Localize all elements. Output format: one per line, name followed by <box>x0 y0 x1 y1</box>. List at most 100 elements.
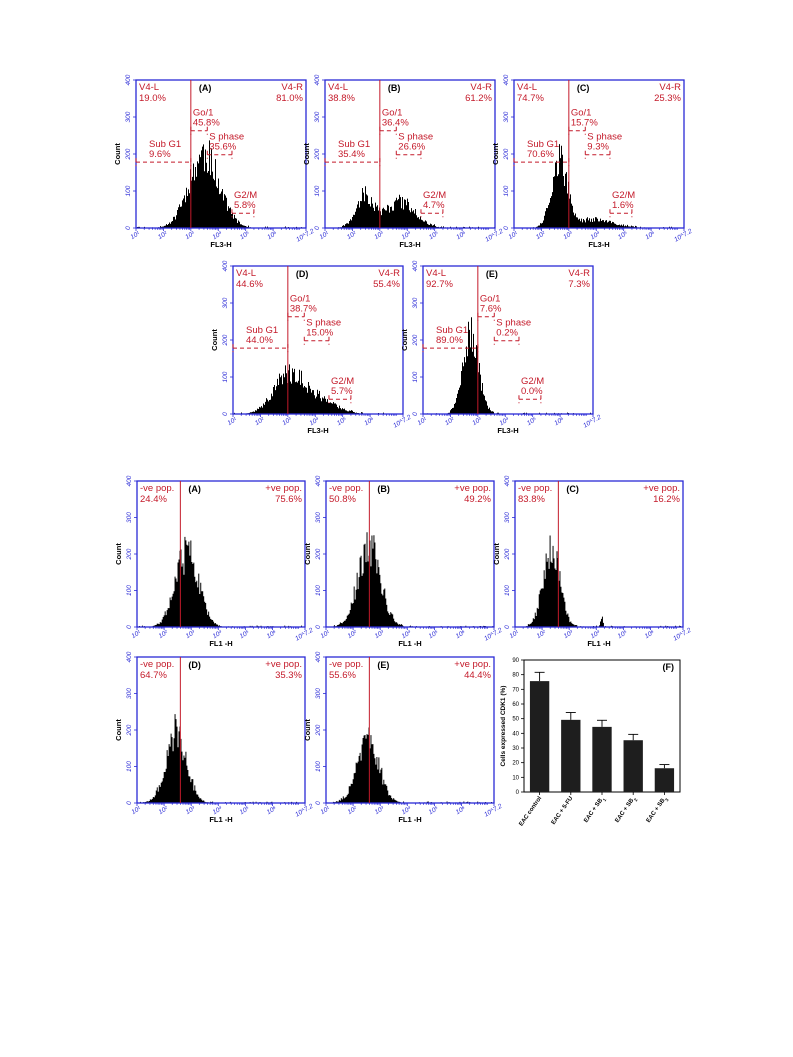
panel-label: (F) <box>663 662 675 672</box>
x-tick-label: 10¹ <box>130 629 142 640</box>
x-tick-label: 10⁴ <box>211 805 223 816</box>
gate-value: 9.6% <box>149 149 171 160</box>
y-tick-label: 30 <box>512 746 519 752</box>
x-tick-label: 10² <box>347 629 359 640</box>
right-region-label: +ve pop. <box>265 483 302 494</box>
gate-label: Go/1 <box>571 108 592 119</box>
panel-label: (E) <box>377 660 389 670</box>
y-axis-title: Count <box>113 143 122 165</box>
left-region-value: 64.7% <box>140 670 167 681</box>
right-region-value: 81.0% <box>276 93 303 104</box>
y-tick-label: 300 <box>315 512 322 523</box>
x-tick-label: 10² <box>254 416 266 427</box>
gate-go-1: Go/145.8% <box>190 108 220 135</box>
y-tick-label: 0 <box>504 625 511 629</box>
x-tick-label: 10³ <box>471 416 483 427</box>
right-region-value: 25.3% <box>654 93 681 104</box>
histogram-bars <box>330 532 494 627</box>
y-tick-label: 100 <box>126 585 133 596</box>
y-tick-label: 400 <box>314 74 321 85</box>
panel-label: (A) <box>199 83 212 93</box>
y-tick-label: 300 <box>503 111 510 122</box>
x-tick-label: 10¹ <box>416 416 428 427</box>
y-tick-label: 0 <box>126 625 133 629</box>
gate-value: 89.0% <box>436 335 463 346</box>
y-axis-title: Count <box>492 543 501 565</box>
x-tick-label: 10² <box>536 629 548 640</box>
x-tick-label: 10⁴ <box>400 629 412 640</box>
left-region-value: 44.6% <box>236 279 263 290</box>
x-tick-label: 10¹ <box>319 805 331 816</box>
gate-value: 0.0% <box>521 386 543 397</box>
y-tick-label: 300 <box>314 111 321 122</box>
gate-go-1: Go/138.7% <box>287 294 317 321</box>
x-tick-label: 10^7.2 <box>483 627 504 643</box>
gate-label: Go/1 <box>382 108 403 119</box>
x-tick-label: 10³ <box>374 629 386 640</box>
category-label-main: EAC + SB <box>583 797 604 824</box>
y-tick-label: 200 <box>504 548 511 560</box>
x-tick-label: 10^7.2 <box>483 803 504 819</box>
histogram-bars <box>139 714 298 803</box>
left-region-label: -ve pop. <box>140 483 174 494</box>
y-tick-label: 200 <box>315 548 322 560</box>
histogram-bars <box>138 536 303 627</box>
y-tick-label: 300 <box>126 688 133 699</box>
x-tick-label: 10¹ <box>508 629 520 640</box>
left-region-label: V4-L <box>139 82 159 93</box>
histogram-panel-cdk1-b: 0 100 200 300 400 10¹ 10² 10³ 10⁴ 10⁵ 10⁶ 10^7.2 FL1… <box>303 475 504 648</box>
category-label: EAC control <box>518 795 543 827</box>
x-tick-label: 10³ <box>281 416 293 427</box>
gate-g2-m: G2/M4.7% <box>420 190 446 218</box>
right-region-label: V4-R <box>659 82 681 93</box>
y-tick-label: 200 <box>315 724 322 736</box>
right-region-label: +ve pop. <box>643 483 680 494</box>
gate-value: 70.6% <box>527 149 554 160</box>
y-axis-title: Count <box>210 329 219 351</box>
y-tick-label: 0 <box>222 412 229 416</box>
right-region-value: 16.2% <box>653 494 680 505</box>
y-axis-title: Count <box>303 543 312 565</box>
bar-chart-panel: 0 10 20 30 40 50 60 70 80 90 Cells expressed CDK1 … <box>500 658 681 828</box>
x-tick-label: 10⁵ <box>617 629 629 640</box>
gate-value: 15.7% <box>571 118 598 129</box>
histogram-panel-cell-cycle-b: 0 100 200 300 400 10¹ 10² 10³ 10⁴ 10⁵ 10⁶ 10^7.2 FL3… <box>302 74 505 249</box>
panel-label: (A) <box>188 484 201 494</box>
y-tick-label: 400 <box>222 260 229 271</box>
gate-value: 5.7% <box>331 386 353 397</box>
right-region-value: 55.4% <box>373 279 400 290</box>
histogram-panel-cdk1-a: 0 100 200 300 400 10¹ 10² 10³ 10⁴ 10⁵ 10⁶ 10^7.2 FL1… <box>114 475 315 648</box>
x-tick-label: 10³ <box>184 230 196 241</box>
gate-value: 26.6% <box>398 142 425 153</box>
y-tick-label: 70 <box>512 687 519 693</box>
panel-label: (C) <box>577 83 590 93</box>
gate-label: Go/1 <box>290 294 311 305</box>
gate-value: 15.0% <box>306 328 333 339</box>
y-tick-label: 100 <box>412 371 419 382</box>
left-region-value: 19.0% <box>139 93 166 104</box>
category-label-subscript: 2 <box>633 797 639 802</box>
histogram-panel-cdk1-d: 0 100 200 300 400 10¹ 10² 10³ 10⁴ 10⁵ 10⁶ 10^7.2 FL1… <box>114 651 315 824</box>
x-tick-label: 10⁴ <box>589 230 601 241</box>
category-label-main: EAC + SB <box>646 797 667 824</box>
y-tick-label: 90 <box>512 658 519 664</box>
left-region-label: V4-L <box>517 82 537 93</box>
gate-value: 5.8% <box>234 200 256 211</box>
y-tick-label: 300 <box>315 688 322 699</box>
y-tick-label: 400 <box>315 651 322 662</box>
x-tick-label: 10¹ <box>226 416 238 427</box>
y-tick-label: 400 <box>504 475 511 486</box>
x-tick-label: 10⁴ <box>400 230 412 241</box>
histogram-panel-cdk1-e: 0 100 200 300 400 10¹ 10² 10³ 10⁴ 10⁵ 10⁶ 10^7.2 FL1… <box>303 651 504 824</box>
y-tick-label: 400 <box>503 74 510 85</box>
x-tick-label: 10⁵ <box>239 230 251 241</box>
category-label-main: EAC + SB <box>615 797 636 824</box>
x-tick-label: 10⁶ <box>266 629 278 640</box>
gate-go-1: Go/115.7% <box>568 108 598 135</box>
bar-2 <box>561 719 581 792</box>
category-label: EAC + SB1 <box>583 795 607 825</box>
y-tick-label: 40 <box>512 731 519 737</box>
x-tick-label: 10¹ <box>129 230 141 241</box>
